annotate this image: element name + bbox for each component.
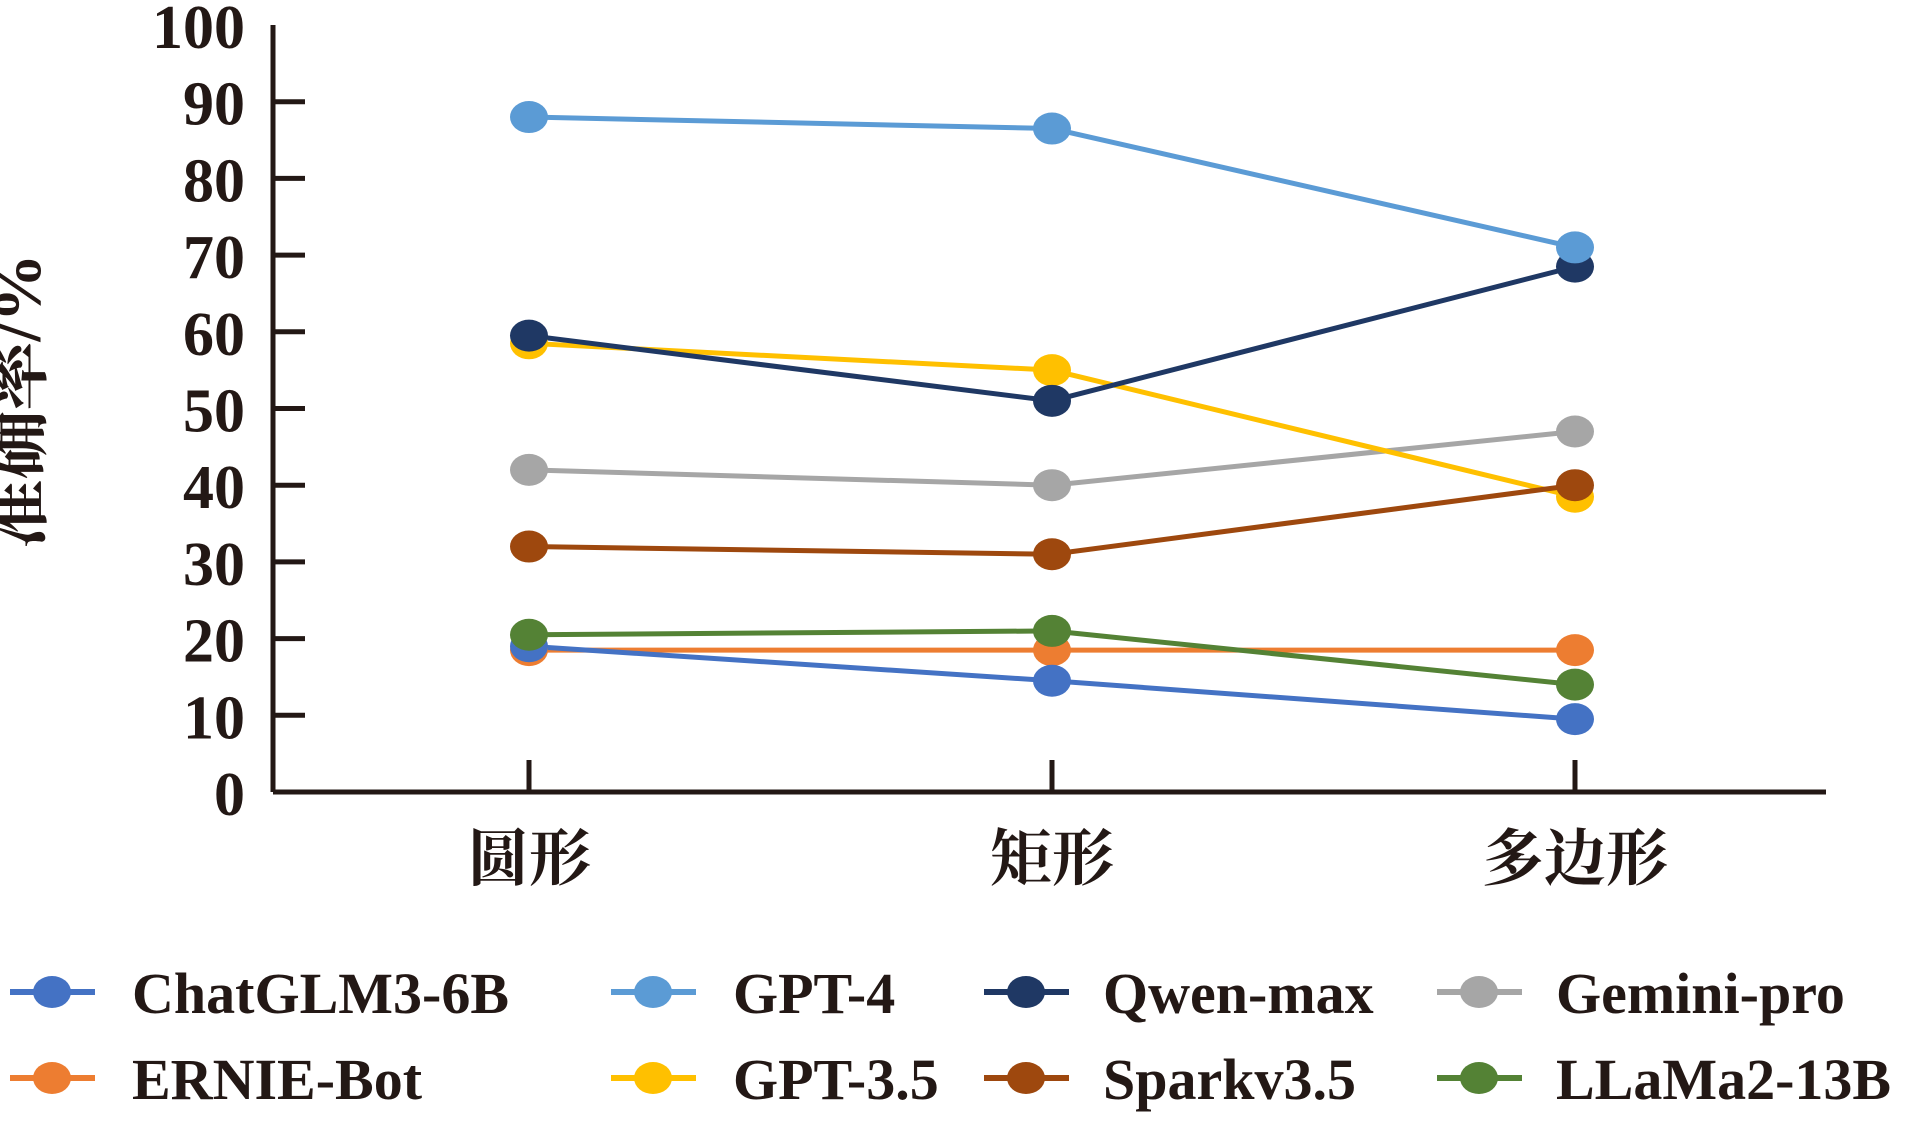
svg-text:10: 10 xyxy=(183,684,245,752)
svg-text:60: 60 xyxy=(183,301,245,369)
svg-text:40: 40 xyxy=(183,454,245,522)
svg-text:80: 80 xyxy=(183,147,245,215)
svg-text:70: 70 xyxy=(183,224,245,292)
svg-text:0: 0 xyxy=(214,761,245,829)
svg-text:Qwen-max: Qwen-max xyxy=(1103,961,1374,1026)
svg-text:50: 50 xyxy=(183,378,245,446)
svg-text:20: 20 xyxy=(183,608,245,676)
svg-text:GPT-3.5: GPT-3.5 xyxy=(733,1047,939,1112)
svg-text:30: 30 xyxy=(183,531,245,599)
svg-text:ERNIE-Bot: ERNIE-Bot xyxy=(132,1047,423,1112)
svg-text:100: 100 xyxy=(152,0,245,62)
svg-text:准确率/%: 准确率/% xyxy=(0,253,55,548)
svg-text:ChatGLM3-6B: ChatGLM3-6B xyxy=(132,961,509,1026)
svg-text:90: 90 xyxy=(183,71,245,139)
svg-text:GPT-4: GPT-4 xyxy=(733,961,895,1026)
svg-text:矩形: 矩形 xyxy=(990,826,1114,894)
svg-text:圆形: 圆形 xyxy=(467,826,591,894)
svg-text:Gemini-pro: Gemini-pro xyxy=(1556,961,1845,1026)
svg-text:多边形: 多边形 xyxy=(1482,826,1668,894)
svg-text:Sparkv3.5: Sparkv3.5 xyxy=(1103,1047,1356,1112)
svg-text:LLaMa2-13B: LLaMa2-13B xyxy=(1556,1047,1891,1112)
